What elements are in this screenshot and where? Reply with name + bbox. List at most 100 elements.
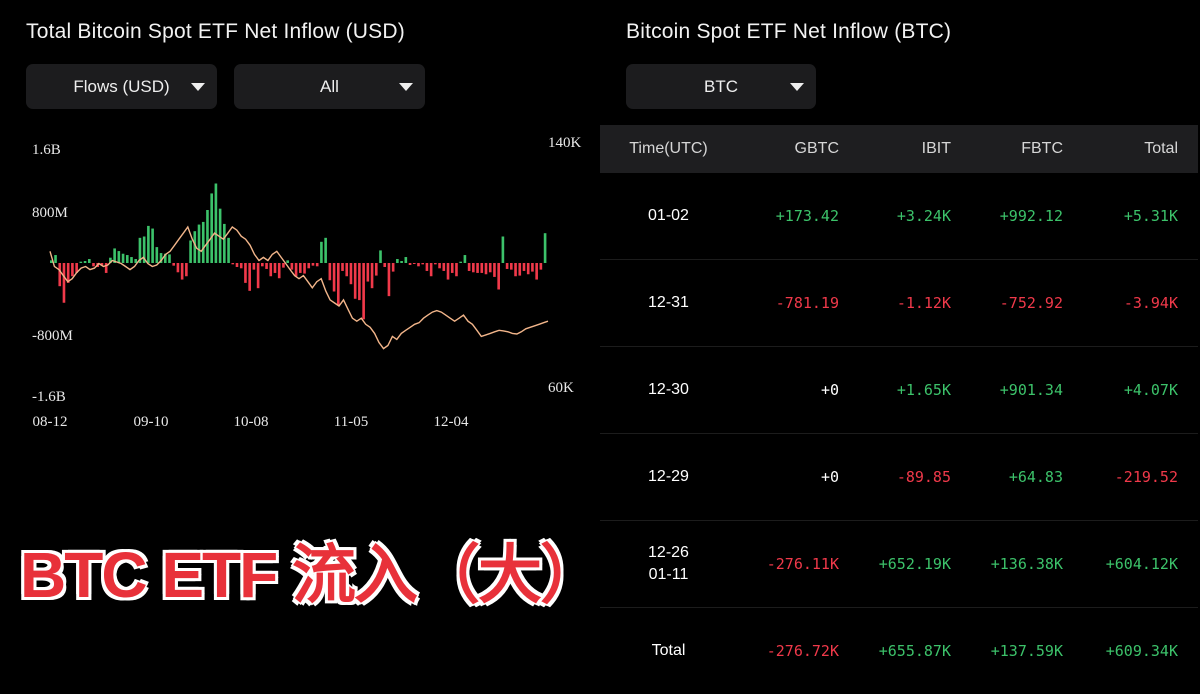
flow-bar[interactable] <box>130 257 133 263</box>
flow-bar[interactable] <box>358 263 361 301</box>
flow-bar[interactable] <box>526 263 530 275</box>
flow-bar[interactable] <box>341 263 344 271</box>
flow-bar[interactable] <box>307 263 311 269</box>
flow-bar[interactable] <box>252 263 256 270</box>
flow-bar[interactable] <box>193 231 197 263</box>
flow-bar[interactable] <box>370 263 374 289</box>
header-total[interactable]: Total <box>1144 140 1178 157</box>
flow-bar[interactable] <box>210 193 213 263</box>
flow-bar[interactable] <box>374 263 378 276</box>
flow-bar[interactable] <box>87 259 91 264</box>
flow-bar[interactable] <box>522 263 526 271</box>
flow-bar[interactable] <box>442 263 446 271</box>
flow-bar[interactable] <box>235 263 239 267</box>
flow-bar[interactable] <box>54 255 57 263</box>
flow-bar[interactable] <box>438 263 441 269</box>
flow-bar[interactable] <box>79 261 83 264</box>
flow-bar[interactable] <box>353 263 357 299</box>
flow-bar[interactable] <box>412 263 416 264</box>
flow-bar[interactable] <box>543 233 547 263</box>
flow-bar[interactable] <box>239 263 243 269</box>
flow-bar[interactable] <box>62 263 66 303</box>
flow-bar[interactable] <box>109 257 112 263</box>
flow-bar[interactable] <box>463 255 467 263</box>
flow-bar[interactable] <box>366 263 370 282</box>
metric-dropdown[interactable]: Flows (USD) <box>26 64 217 109</box>
flow-bar[interactable] <box>328 263 332 281</box>
flow-bar[interactable] <box>336 263 340 306</box>
flow-bar[interactable] <box>58 263 62 287</box>
flow-bar[interactable] <box>273 263 277 273</box>
flow-bar[interactable] <box>265 263 268 269</box>
flow-bar[interactable] <box>387 263 391 297</box>
flow-bar[interactable] <box>100 263 104 266</box>
flow-bar[interactable] <box>66 263 70 283</box>
flow-bar[interactable] <box>510 263 513 270</box>
flow-bar[interactable] <box>151 228 154 263</box>
unit-dropdown[interactable]: BTC <box>626 64 816 109</box>
flow-bar[interactable] <box>269 263 273 277</box>
flow-bar[interactable] <box>408 263 412 265</box>
flow-bar[interactable] <box>429 263 433 277</box>
flow-bar[interactable] <box>497 263 500 290</box>
flow-bar[interactable] <box>417 263 420 267</box>
header-ibit[interactable]: IBIT <box>921 140 951 157</box>
flow-bar[interactable] <box>92 263 95 267</box>
flow-bar[interactable] <box>180 263 184 280</box>
flow-bar[interactable] <box>349 263 353 285</box>
flow-bar[interactable] <box>117 251 121 263</box>
flow-bar[interactable] <box>400 261 403 263</box>
flow-bar[interactable] <box>425 263 429 271</box>
flow-bar[interactable] <box>197 224 201 263</box>
header-time[interactable]: Time(UTC) <box>629 140 708 157</box>
flow-bar[interactable] <box>501 236 505 264</box>
flow-bar[interactable] <box>138 237 142 264</box>
flow-bar[interactable] <box>459 261 462 264</box>
header-fbtc[interactable]: FBTC <box>1021 140 1063 157</box>
flow-bar[interactable] <box>514 263 517 277</box>
flow-bar[interactable] <box>155 247 159 263</box>
flow-bar[interactable] <box>480 263 484 273</box>
flow-bar[interactable] <box>286 260 289 263</box>
flow-bar[interactable] <box>488 263 492 273</box>
flow-bar[interactable] <box>248 263 251 291</box>
flow-bar[interactable] <box>168 254 171 263</box>
flow-bar[interactable] <box>404 257 408 263</box>
flow-bar[interactable] <box>104 263 108 273</box>
flow-bar[interactable] <box>299 263 302 273</box>
flow-bar[interactable] <box>142 236 146 264</box>
flow-bar[interactable] <box>113 248 116 264</box>
flow-bar[interactable] <box>147 225 150 263</box>
flow-bar[interactable] <box>383 263 387 267</box>
flow-bar[interactable] <box>303 263 306 274</box>
flow-bar[interactable] <box>244 263 247 283</box>
flow-bar[interactable] <box>189 240 192 263</box>
flow-bar[interactable] <box>121 253 125 263</box>
flow-bar[interactable] <box>446 263 450 280</box>
flow-bar[interactable] <box>324 237 327 264</box>
flow-bar[interactable] <box>391 263 395 272</box>
flow-bar[interactable] <box>396 259 399 264</box>
flow-bar[interactable] <box>214 183 218 264</box>
flow-bar[interactable] <box>493 263 496 277</box>
flow-bar[interactable] <box>185 263 188 277</box>
flow-bar[interactable] <box>294 263 298 277</box>
flow-bar[interactable] <box>434 263 437 265</box>
flow-bar[interactable] <box>277 263 281 279</box>
flow-bar[interactable] <box>467 263 471 271</box>
flow-bar[interactable] <box>531 263 534 272</box>
flow-bar[interactable] <box>75 263 78 273</box>
range-dropdown[interactable]: All <box>234 64 425 109</box>
flow-bar[interactable] <box>476 263 479 273</box>
flow-bar[interactable] <box>320 241 323 263</box>
flow-bar[interactable] <box>379 250 382 263</box>
flow-bar[interactable] <box>218 208 222 263</box>
flow-bar[interactable] <box>261 263 264 267</box>
flow-bar[interactable] <box>134 259 138 264</box>
flow-bar[interactable] <box>201 221 205 263</box>
flow-bar[interactable] <box>362 263 365 320</box>
flow-bar[interactable] <box>159 253 163 263</box>
flow-bar[interactable] <box>206 210 209 263</box>
flow-bar[interactable] <box>83 261 87 263</box>
flow-bar[interactable] <box>345 263 349 277</box>
